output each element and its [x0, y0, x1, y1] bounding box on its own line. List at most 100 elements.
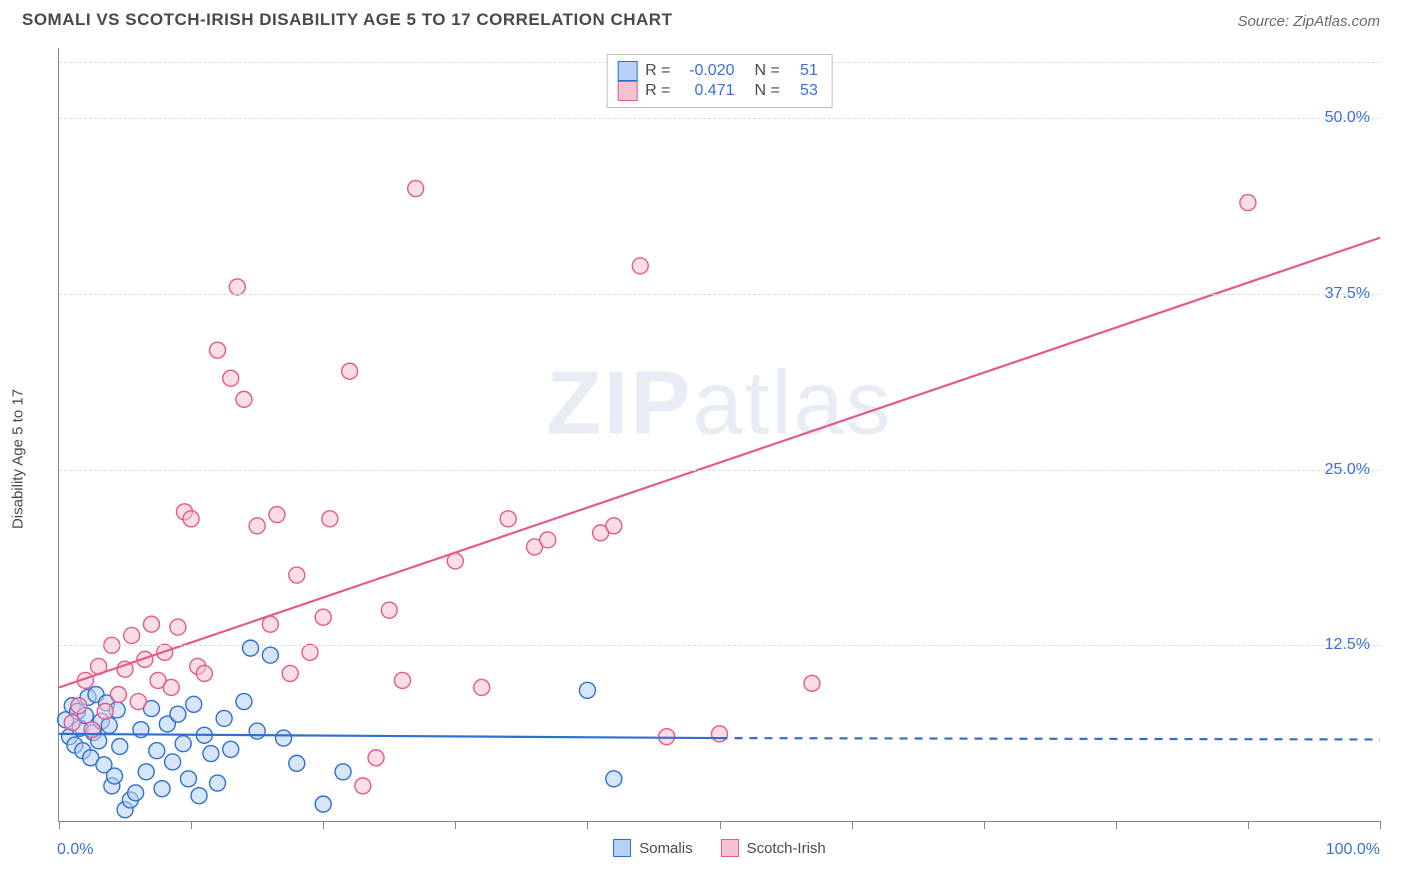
scatter-point — [804, 675, 820, 691]
scatter-point — [315, 796, 331, 812]
scatter-point — [276, 730, 292, 746]
scatter-point — [381, 602, 397, 618]
y-tick-label: 25.0% — [1325, 461, 1370, 479]
scatter-point — [335, 764, 351, 780]
scatter-point — [106, 768, 122, 784]
stats-legend: R = -0.020 N = 51 R = 0.471 N = 53 — [606, 54, 833, 108]
stats-r-value: 0.471 — [679, 82, 735, 100]
scatter-point — [170, 619, 186, 635]
scatter-point — [500, 511, 516, 527]
x-tick — [59, 821, 60, 829]
legend-swatch-somalis — [617, 61, 637, 81]
scatter-point — [128, 785, 144, 801]
x-axis-min-label: 0.0% — [57, 841, 93, 859]
scatter-point — [712, 726, 728, 742]
legend-label: Scotch-Irish — [747, 840, 826, 857]
x-tick — [1380, 821, 1381, 829]
scatter-point — [282, 665, 298, 681]
legend-swatch-somalis — [613, 839, 631, 857]
y-tick-label: 37.5% — [1325, 285, 1370, 303]
scatter-point — [165, 754, 181, 770]
stats-legend-row: R = -0.020 N = 51 — [617, 61, 818, 81]
x-tick — [455, 821, 456, 829]
scatter-point — [163, 679, 179, 695]
legend-swatch-scotch-irish — [617, 81, 637, 101]
chart-container: Disability Age 5 to 17 R = -0.020 N = 51… — [22, 48, 1380, 870]
legend-label: Somalis — [639, 840, 692, 857]
scatter-point — [606, 771, 622, 787]
x-tick — [323, 821, 324, 829]
scatter-point — [138, 764, 154, 780]
scatter-point — [1240, 195, 1256, 211]
scatter-point — [262, 616, 278, 632]
stats-label-r: R = — [645, 82, 670, 100]
scatter-point — [186, 696, 202, 712]
y-tick-label: 12.5% — [1325, 636, 1370, 654]
scatter-point — [540, 532, 556, 548]
scatter-point — [606, 518, 622, 534]
legend-item-scotch-irish: Scotch-Irish — [721, 839, 826, 857]
legend-swatch-scotch-irish — [721, 839, 739, 857]
scatter-point — [249, 518, 265, 534]
x-tick — [191, 821, 192, 829]
scatter-point — [289, 567, 305, 583]
scatter-point — [269, 507, 285, 523]
trend-line — [59, 734, 720, 738]
x-tick — [1116, 821, 1117, 829]
scatter-point — [124, 627, 140, 643]
scatter-point — [64, 715, 80, 731]
stats-r-value: -0.020 — [679, 62, 735, 80]
scatter-point — [84, 722, 100, 738]
scatter-point — [154, 781, 170, 797]
x-axis-max-label: 100.0% — [1326, 841, 1380, 859]
scatter-point — [223, 370, 239, 386]
x-tick — [1248, 821, 1249, 829]
x-tick — [984, 821, 985, 829]
gridline — [59, 645, 1380, 646]
chart-title: SOMALI VS SCOTCH-IRISH DISABILITY AGE 5 … — [22, 10, 672, 30]
scatter-point — [191, 788, 207, 804]
scatter-point — [355, 778, 371, 794]
gridline — [59, 118, 1380, 119]
scatter-point — [394, 672, 410, 688]
series-legend: Somalis Scotch-Irish — [59, 839, 1380, 857]
plot-svg — [59, 48, 1380, 821]
scatter-point — [236, 694, 252, 710]
gridline — [59, 470, 1380, 471]
y-axis-label: Disability Age 5 to 17 — [10, 389, 27, 529]
stats-legend-row: R = 0.471 N = 53 — [617, 81, 818, 101]
x-tick — [720, 821, 721, 829]
scatter-point — [302, 644, 318, 660]
scatter-point — [223, 741, 239, 757]
stats-n-value: 51 — [788, 62, 818, 80]
x-tick — [587, 821, 588, 829]
scatter-point — [236, 391, 252, 407]
scatter-point — [368, 750, 384, 766]
stats-label-n: N = — [755, 82, 780, 100]
legend-item-somalis: Somalis — [613, 839, 692, 857]
source-attribution: Source: ZipAtlas.com — [1237, 13, 1380, 30]
scatter-point — [243, 640, 259, 656]
scatter-point — [315, 609, 331, 625]
stats-n-value: 53 — [788, 82, 818, 100]
scatter-point — [180, 771, 196, 787]
scatter-point — [170, 706, 186, 722]
scatter-point — [249, 723, 265, 739]
scatter-point — [143, 616, 159, 632]
scatter-point — [149, 743, 165, 759]
trend-line-dashed — [720, 738, 1381, 739]
trend-line — [59, 238, 1380, 688]
scatter-point — [210, 775, 226, 791]
x-tick — [852, 821, 853, 829]
scatter-point — [183, 511, 199, 527]
scatter-point — [97, 703, 113, 719]
scatter-point — [112, 739, 128, 755]
scatter-point — [408, 181, 424, 197]
plot-area: R = -0.020 N = 51 R = 0.471 N = 53 ZIPat… — [58, 48, 1380, 822]
stats-label-n: N = — [755, 62, 780, 80]
y-tick-label: 50.0% — [1325, 109, 1370, 127]
scatter-point — [210, 342, 226, 358]
scatter-point — [474, 679, 490, 695]
scatter-point — [289, 755, 305, 771]
scatter-point — [216, 710, 232, 726]
